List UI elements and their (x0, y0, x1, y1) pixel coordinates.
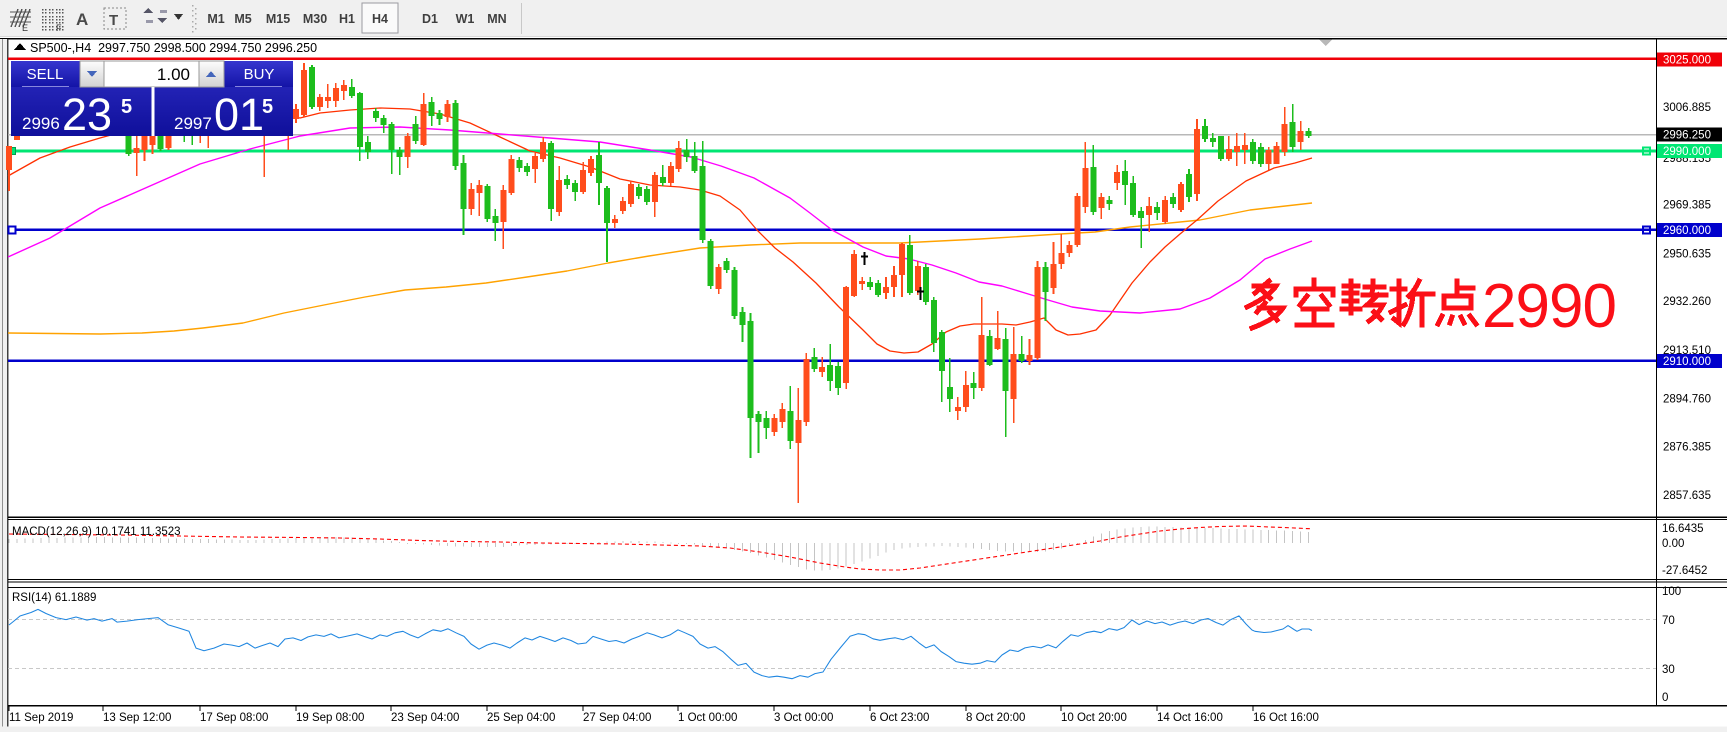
svg-text:8 Oct 20:00: 8 Oct 20:00 (966, 712, 1025, 724)
svg-text:MACD(12,26,9) 10.1741 11.3523: MACD(12,26,9) 10.1741 11.3523 (12, 526, 181, 538)
svg-text:70: 70 (1662, 615, 1675, 627)
svg-text:E: E (22, 23, 28, 33)
svg-text:BUY: BUY (244, 66, 275, 83)
svg-text:-27.6452: -27.6452 (1662, 565, 1707, 577)
svg-text:23 Sep 04:00: 23 Sep 04:00 (391, 712, 459, 724)
svg-text:2932.260: 2932.260 (1663, 296, 1711, 308)
svg-text:M30: M30 (303, 12, 327, 26)
svg-text:6 Oct 23:00: 6 Oct 23:00 (870, 712, 929, 724)
svg-text:3025.000: 3025.000 (1663, 55, 1711, 67)
svg-text:H1: H1 (339, 12, 355, 26)
svg-text:3 Oct 00:00: 3 Oct 00:00 (774, 712, 833, 724)
svg-text:M15: M15 (266, 12, 290, 26)
svg-text:3006.885: 3006.885 (1663, 102, 1711, 114)
svg-text:16 Oct 16:00: 16 Oct 16:00 (1253, 712, 1319, 724)
svg-text:5: 5 (121, 96, 132, 118)
svg-text:H4: H4 (372, 12, 388, 26)
svg-text:2996.250: 2996.250 (1663, 130, 1711, 142)
svg-text:2960.000: 2960.000 (1663, 225, 1711, 237)
svg-text:2969.385: 2969.385 (1663, 200, 1711, 212)
svg-text:2857.635: 2857.635 (1663, 490, 1711, 502)
svg-text:5: 5 (262, 96, 273, 118)
svg-text:100: 100 (1662, 586, 1681, 598)
svg-text:2876.385: 2876.385 (1663, 441, 1711, 453)
svg-text:SP500-,H4 2997.750 2998.500 2: SP500-,H4 2997.750 2998.500 2994.750 299… (30, 41, 317, 55)
svg-text:F: F (56, 23, 62, 33)
svg-text:10 Oct 20:00: 10 Oct 20:00 (1061, 712, 1127, 724)
svg-text:2990.000: 2990.000 (1663, 146, 1711, 158)
svg-text:25 Sep 04:00: 25 Sep 04:00 (487, 712, 555, 724)
svg-text:1.00: 1.00 (157, 65, 190, 84)
svg-text:A: A (76, 10, 88, 29)
svg-text:M5: M5 (234, 12, 251, 26)
svg-text:11 Sep 2019: 11 Sep 2019 (9, 712, 73, 724)
svg-text:D1: D1 (422, 12, 438, 26)
svg-text:27 Sep 04:00: 27 Sep 04:00 (583, 712, 651, 724)
svg-text:2894.760: 2894.760 (1663, 394, 1711, 406)
svg-text:16.6435: 16.6435 (1662, 523, 1704, 535)
svg-text:MN: MN (487, 12, 506, 26)
svg-text:01: 01 (214, 89, 264, 140)
svg-text:17 Sep 08:00: 17 Sep 08:00 (200, 712, 268, 724)
svg-text:14 Oct 16:00: 14 Oct 16:00 (1157, 712, 1223, 724)
svg-text:RSI(14) 61.1889: RSI(14) 61.1889 (12, 592, 96, 604)
svg-text:2950.635: 2950.635 (1663, 248, 1711, 260)
svg-text:30: 30 (1662, 664, 1675, 676)
svg-text:0.00: 0.00 (1662, 538, 1684, 550)
svg-text:W1: W1 (456, 12, 475, 26)
svg-text:19 Sep 08:00: 19 Sep 08:00 (296, 712, 364, 724)
svg-text:13 Sep 12:00: 13 Sep 12:00 (103, 712, 171, 724)
svg-text:23: 23 (62, 89, 112, 140)
svg-text:2997: 2997 (174, 114, 212, 133)
svg-text:T: T (109, 12, 118, 29)
svg-text:2990: 2990 (1482, 272, 1616, 341)
svg-text:1 Oct 00:00: 1 Oct 00:00 (678, 712, 737, 724)
svg-text:2996: 2996 (22, 114, 60, 133)
svg-text:M1: M1 (207, 12, 224, 26)
svg-text:2910.000: 2910.000 (1663, 356, 1711, 368)
svg-text:SELL: SELL (27, 66, 64, 83)
svg-text:0: 0 (1662, 692, 1668, 704)
